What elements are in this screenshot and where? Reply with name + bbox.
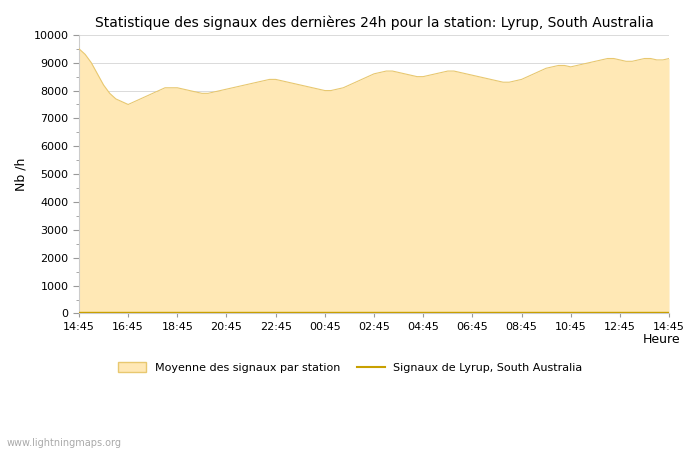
Title: Statistique des signaux des dernières 24h pour la station: Lyrup, South Australi: Statistique des signaux des dernières 24… (94, 15, 654, 30)
Y-axis label: Nb /h: Nb /h (15, 158, 28, 191)
Legend: Moyenne des signaux par station, Signaux de Lyrup, South Australia: Moyenne des signaux par station, Signaux… (113, 358, 587, 378)
Text: www.lightningmaps.org: www.lightningmaps.org (7, 438, 122, 448)
X-axis label: Heure: Heure (643, 333, 681, 346)
